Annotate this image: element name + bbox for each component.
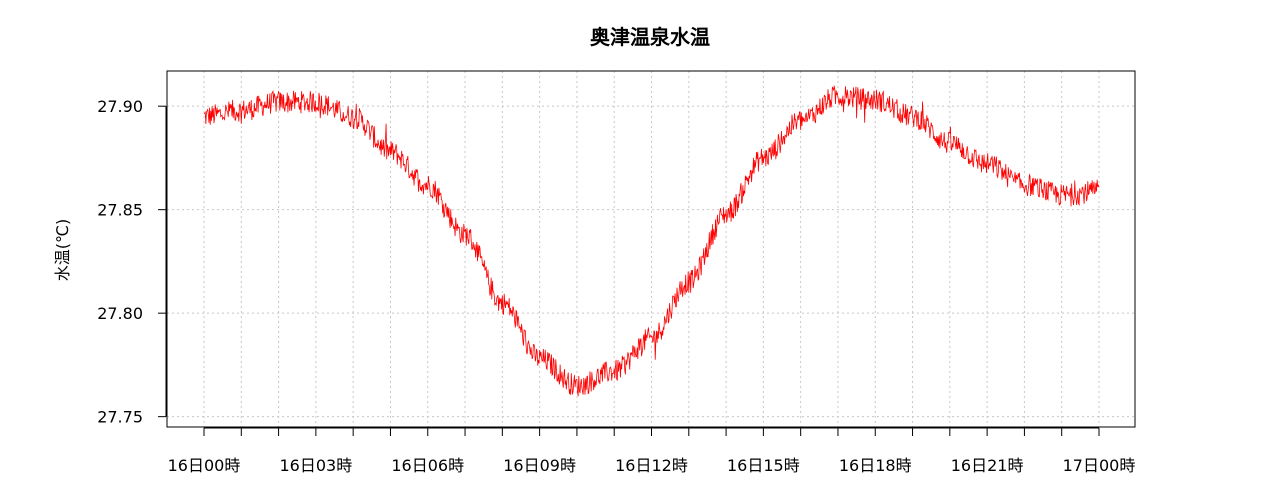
x-tick-label: 16日00時 <box>168 456 241 475</box>
y-axis-label: 水温(℃) <box>53 219 72 281</box>
plot-frame <box>166 70 1136 428</box>
x-tick-label: 16日09時 <box>503 456 576 475</box>
x-tick-label: 17日00時 <box>1063 456 1136 475</box>
series-line <box>203 85 1100 397</box>
x-tick-label: 16日03時 <box>280 456 353 475</box>
x-tick-label: 16日15時 <box>727 456 800 475</box>
chart-title: 奥津温泉水温 <box>590 25 710 49</box>
y-tick-label: 27.90 <box>97 97 143 116</box>
y-tick-label: 27.80 <box>97 304 143 323</box>
y-tick-label: 27.85 <box>97 201 143 220</box>
grid <box>167 71 1135 427</box>
x-tick-label: 16日12時 <box>615 456 688 475</box>
y-tick-label: 27.75 <box>97 408 143 427</box>
x-tick-label: 16日06時 <box>391 456 464 475</box>
y-axis: 27.75 27.80 27.85 27.90 <box>97 97 167 427</box>
x-tick-label: 16日21時 <box>951 456 1024 475</box>
x-tick-label: 16日18時 <box>839 456 912 475</box>
x-axis: 16日00時 16日03時 16日06時 16日09時 16日12時 16日15時 16日1… <box>168 427 1136 475</box>
series-layer <box>203 85 1100 397</box>
